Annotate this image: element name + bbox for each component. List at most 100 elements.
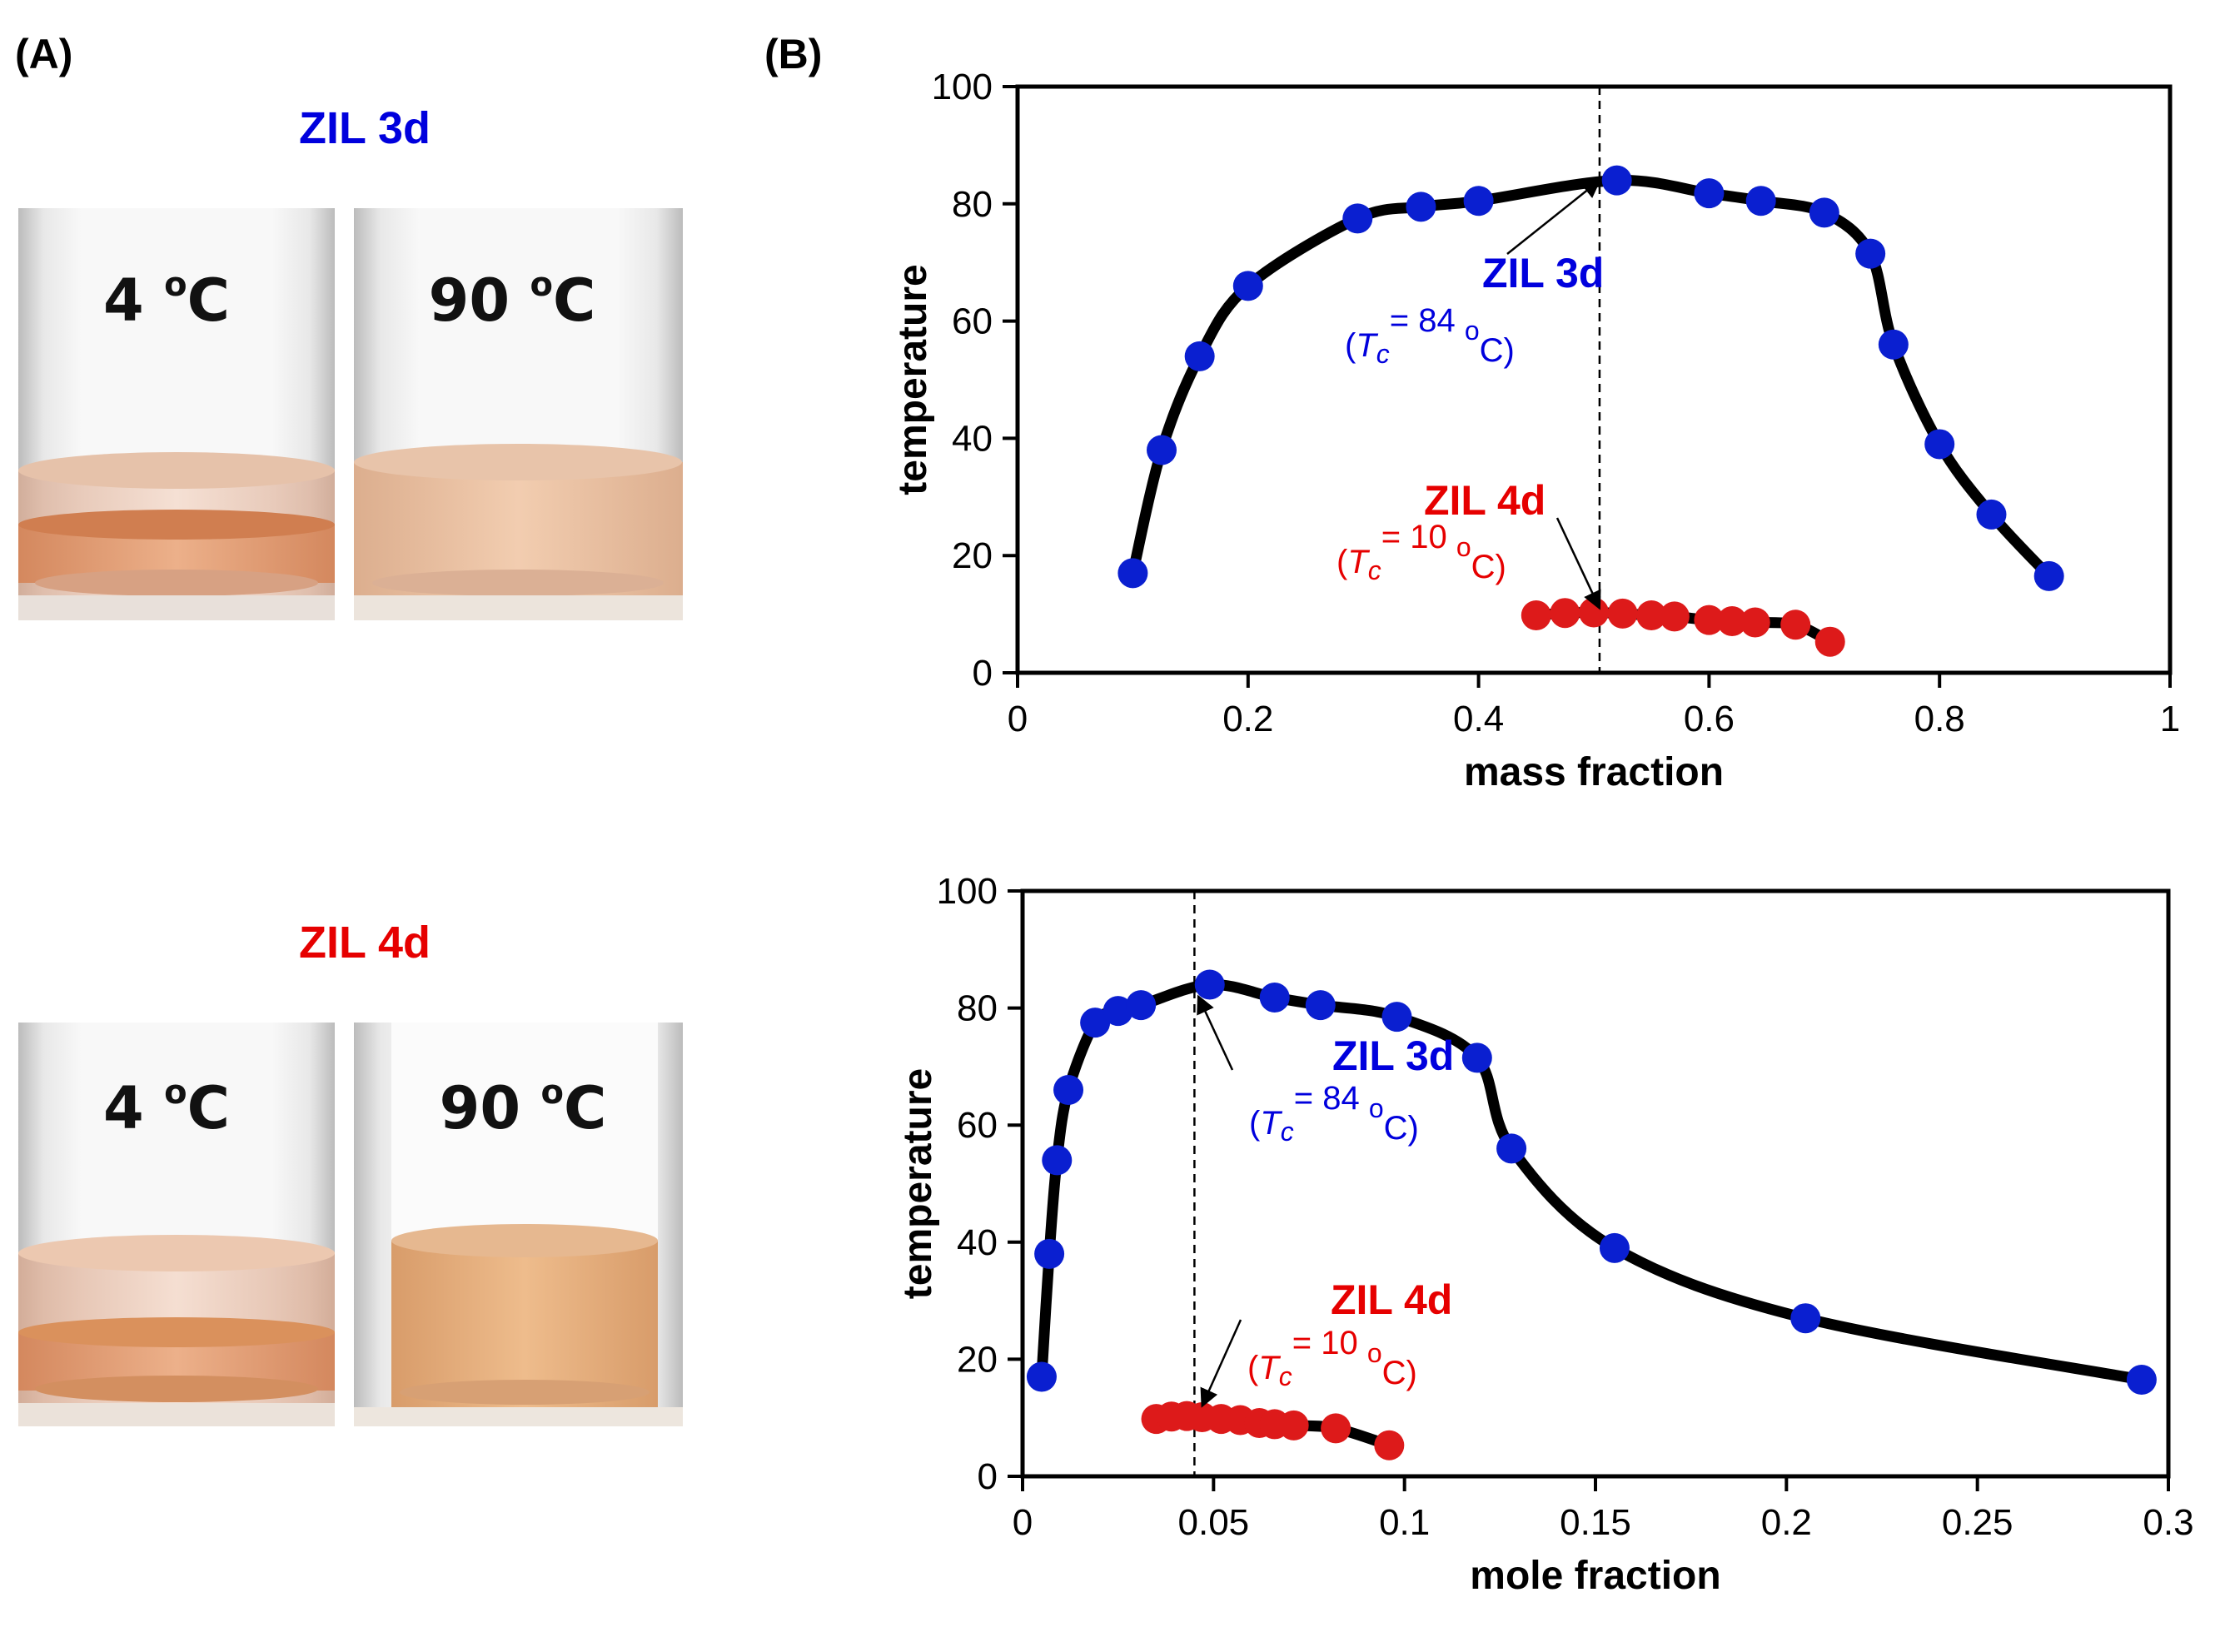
- data-point-zil3d: [1809, 197, 1839, 228]
- chart-mass-fraction: 0 0.2 0.4 0.6 0.8 1 0 20 40 60 80 100 mass fraction t…: [891, 67, 2180, 794]
- data-point-zil4d: [1780, 610, 1811, 640]
- x-tick-label: 0.8: [1914, 699, 1965, 739]
- x-tick-label: 0: [1008, 699, 1028, 739]
- data-point-zil3d: [1232, 271, 1263, 301]
- annotation-arrow: [1556, 517, 1601, 610]
- data-point-zil4d: [1636, 600, 1667, 631]
- data-point-zil3d: [1878, 329, 1909, 360]
- data-point-zil3d: [1184, 341, 1215, 371]
- y-tick-label: 60: [957, 1105, 998, 1146]
- vial-zil3d-4c-label: 4 oC: [103, 266, 230, 335]
- data-point-zil3d: [1117, 558, 1148, 589]
- data-point-zil3d: [1924, 429, 1955, 460]
- annotation-tc: (Tc= 10 oC): [1336, 519, 1506, 585]
- data-point-zil3d: [1496, 1133, 1527, 1164]
- x-tick-label: 1: [2160, 699, 2180, 739]
- data-point-zil4d: [1550, 598, 1580, 629]
- panel-a-label: (A): [15, 31, 72, 77]
- data-point-zil3d: [1601, 165, 1632, 196]
- annotation-arrow: [1200, 1319, 1242, 1408]
- data-point-zil3d: [2126, 1365, 2157, 1396]
- annotation-name: ZIL 3d: [1332, 1032, 1454, 1079]
- y-axis-label: temperature: [891, 264, 935, 495]
- data-point-zil3d: [1463, 186, 1494, 216]
- data-point-zil4d: [1659, 601, 1690, 632]
- fit-line-zil3d: [1127, 175, 2055, 582]
- y-tick-label: 20: [957, 1339, 998, 1380]
- data-point-zil3d: [1194, 969, 1225, 1000]
- data-point-zil3d: [1034, 1238, 1065, 1269]
- vial-zil3d-4c: 4 oC: [18, 208, 335, 620]
- annotation-arrow: [1197, 994, 1234, 1071]
- vial-zil4d-90c-label: 90 oC: [440, 1073, 607, 1142]
- data-point-zil3d: [1745, 186, 1776, 216]
- data-point-zil4d: [1717, 606, 1748, 637]
- panel-b-label: (B): [764, 31, 822, 77]
- vial-zil4d-90c: 90 oC: [354, 1023, 683, 1426]
- data-point-zil4d: [1740, 607, 1770, 638]
- data-point-zil4d: [1278, 1410, 1309, 1441]
- data-point-zil3d: [1147, 435, 1177, 465]
- y-tick-label: 0: [978, 1456, 998, 1497]
- y-tick-label: 40: [952, 418, 993, 459]
- chart-mole-fraction: 0 0.05 0.1 0.15 0.2 0.25 0.3 0 20 40 60 80 100 mole f…: [896, 871, 2194, 1598]
- data-point-zil4d: [1521, 600, 1551, 631]
- x-tick-label: 0.15: [1560, 1502, 1631, 1543]
- data-point-zil3d: [1406, 192, 1436, 222]
- data-point-zil3d: [1694, 178, 1725, 209]
- data-point-zil3d: [1259, 982, 1290, 1013]
- data-point-zil3d: [2033, 560, 2064, 591]
- data-point-zil3d: [1599, 1232, 1630, 1263]
- data-point-zil3d: [1103, 996, 1133, 1027]
- data-point-zil4d: [1814, 626, 1845, 657]
- data-point-zil4d: [1607, 598, 1638, 629]
- annotation-name: ZIL 4d: [1331, 1276, 1452, 1323]
- x-tick-label: 0.05: [1178, 1502, 1250, 1543]
- data-point-zil4d: [1374, 1430, 1405, 1460]
- annotation-tc: (Tc= 10 oC): [1247, 1325, 1417, 1391]
- y-tick-label: 40: [957, 1222, 998, 1263]
- zil3d-photo-title: ZIL 3d: [299, 103, 431, 153]
- fit-line-zil3d: [1036, 978, 2148, 1386]
- annotation-arrow: [1506, 179, 1601, 255]
- annotation-name: ZIL 4d: [1424, 477, 1546, 524]
- x-tick-label: 0.1: [1379, 1502, 1430, 1543]
- y-axis-label: temperature: [896, 1068, 940, 1299]
- annotation-tc: (Tc= 84 oC): [1249, 1080, 1419, 1147]
- vial-zil4d-4c: 4 oC: [18, 1023, 335, 1426]
- data-point-zil4d: [1321, 1413, 1351, 1444]
- data-point-zil3d: [1855, 238, 1886, 269]
- plot-frame: [1015, 84, 2173, 675]
- panel-b: (B) 0 0.2 0.4 0.6 0.8 1 0 20 40 60 80 100 mass fract…: [764, 31, 2194, 1598]
- y-tick-label: 100: [937, 871, 998, 912]
- x-tick-label: 0.25: [1942, 1502, 2013, 1543]
- data-point-zil3d: [1053, 1075, 1084, 1106]
- data-point-zil3d: [1342, 203, 1373, 234]
- annotation-name: ZIL 3d: [1482, 250, 1604, 296]
- panel-a: (A) ZIL 3d 4 oC 90 oC ZIL 4d: [15, 31, 683, 1426]
- data-point-zil3d: [1305, 990, 1336, 1021]
- y-tick-label: 60: [952, 301, 993, 342]
- y-tick-label: 100: [932, 67, 993, 107]
- y-tick-label: 20: [952, 535, 993, 576]
- y-tick-label: 0: [973, 653, 993, 694]
- data-point-zil3d: [1976, 499, 2007, 530]
- y-tick-label: 80: [957, 988, 998, 1029]
- data-point-zil4d: [1579, 597, 1609, 628]
- data-point-zil3d: [1790, 1303, 1821, 1334]
- y-tick-label: 80: [952, 184, 993, 225]
- x-tick-label: 0.2: [1222, 699, 1273, 739]
- vial-zil3d-90c-label: 90 oC: [429, 266, 596, 335]
- x-tick-label: 0.2: [1761, 1502, 1812, 1543]
- data-point-zil3d: [1026, 1361, 1057, 1392]
- data-point-zil4d: [1694, 605, 1725, 635]
- x-axis-label: mole fraction: [1470, 1554, 1720, 1598]
- data-point-zil3d: [1461, 1042, 1492, 1073]
- zil4d-photo-title: ZIL 4d: [299, 918, 431, 968]
- data-point-zil3d: [1042, 1145, 1073, 1176]
- x-tick-label: 0.4: [1453, 699, 1504, 739]
- data-point-zil3d: [1381, 1002, 1412, 1032]
- vial-zil4d-4c-label: 4 oC: [103, 1073, 230, 1142]
- x-tick-label: 0.3: [2143, 1502, 2193, 1543]
